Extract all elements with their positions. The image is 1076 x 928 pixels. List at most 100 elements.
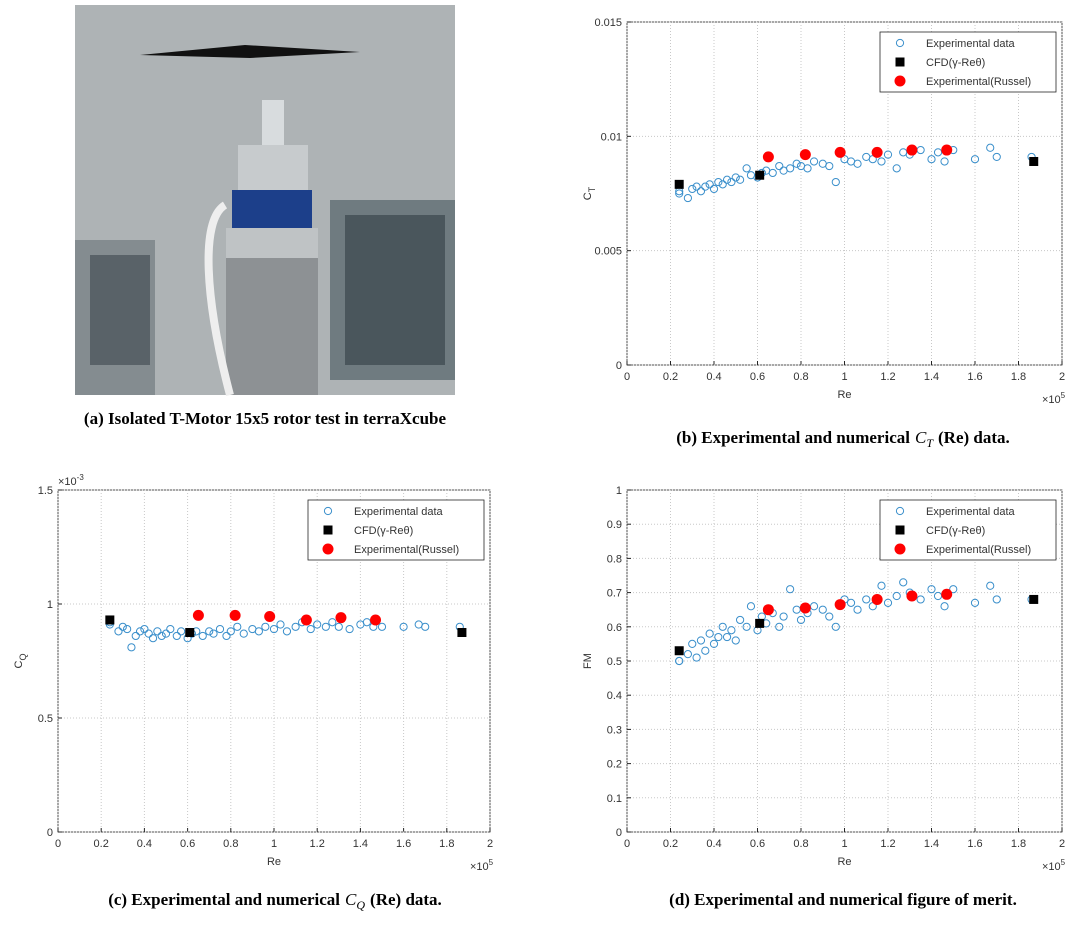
point <box>796 615 806 625</box>
x-tick-label: 0 <box>624 371 630 383</box>
point <box>421 622 430 631</box>
point <box>792 159 801 168</box>
point <box>825 161 834 171</box>
point <box>696 187 706 196</box>
x-tick-label: 2 <box>487 838 493 850</box>
point <box>768 168 777 178</box>
point <box>192 609 204 621</box>
point <box>916 595 925 604</box>
caption: (d) Experimental and numerical figure of… <box>669 890 1017 909</box>
x-tick-label: 0.8 <box>223 838 238 850</box>
legend-box <box>307 499 485 561</box>
point <box>114 627 123 636</box>
point <box>970 155 980 164</box>
legend-label: CFD(γ-Reθ) <box>926 525 985 537</box>
point <box>755 170 765 180</box>
point <box>892 591 901 601</box>
caption-text: (d) Experimental and numerical figure of… <box>669 890 1017 909</box>
x-tick-label: 1.8 <box>1011 371 1026 383</box>
point <box>166 624 175 634</box>
point <box>775 161 784 171</box>
point <box>714 177 723 187</box>
point <box>722 632 732 642</box>
y-tick-label: 0 <box>616 827 622 839</box>
point <box>986 581 995 590</box>
point <box>714 632 723 642</box>
point <box>118 622 127 631</box>
photo-caption: (a) Isolated T-Motor 15x5 rotor test in … <box>84 409 447 428</box>
y-tick-label: 1 <box>47 599 53 611</box>
legend-marker <box>895 506 905 516</box>
x-tick-label: 1.8 <box>1011 838 1026 850</box>
caption-subscript: T <box>926 436 934 450</box>
y-tick-label: 0.015 <box>594 17 622 29</box>
point <box>742 164 751 173</box>
x-tick-label: 1.4 <box>924 371 939 383</box>
point <box>226 627 235 636</box>
y-tick-label: 0.5 <box>38 713 53 725</box>
legend-marker <box>894 75 906 87</box>
legend-marker <box>895 57 905 67</box>
point <box>692 182 701 191</box>
y-axis-label-text: C <box>582 192 594 200</box>
legend-marker <box>322 543 334 555</box>
x-tick-label: 1.2 <box>880 371 895 383</box>
point <box>300 614 312 626</box>
point <box>727 626 736 635</box>
point <box>834 599 846 611</box>
point <box>883 150 893 159</box>
point <box>883 598 893 607</box>
caption-subscript: Q <box>356 898 365 912</box>
x-tick-label: 0.8 <box>793 838 808 850</box>
point <box>834 146 846 158</box>
y-axis-label: FM <box>582 653 594 669</box>
point <box>209 629 218 638</box>
x-tick-label: 1.6 <box>967 371 982 383</box>
y-tick-label: 1.5 <box>38 485 53 497</box>
point <box>803 164 812 173</box>
point <box>709 639 719 649</box>
point <box>853 159 862 168</box>
point <box>718 180 727 189</box>
point <box>254 627 263 636</box>
point <box>140 624 149 634</box>
y-tick-label: 0 <box>616 360 622 372</box>
point <box>282 627 292 636</box>
point <box>313 620 322 629</box>
point <box>688 184 697 194</box>
legend-label: CFD(γ-Reθ) <box>354 525 413 537</box>
point <box>153 627 162 636</box>
point <box>731 636 740 645</box>
point <box>261 622 270 631</box>
point <box>1029 594 1039 604</box>
caption-text: (c) Experimental and numerical <box>108 890 340 909</box>
point <box>370 614 382 626</box>
x-tick-label: 0.6 <box>180 838 195 850</box>
multiplier-base: ×10 <box>470 861 489 873</box>
caption: (b) Experimental and numerical CT (Re) dat… <box>676 428 1010 450</box>
point <box>239 629 248 638</box>
point <box>786 164 795 173</box>
y-axis-label-subscript: Q <box>18 654 28 661</box>
point <box>992 152 1001 162</box>
y-tick-label: 0 <box>47 827 53 839</box>
point <box>941 144 953 156</box>
y-tick-label: 0.4 <box>607 690 622 702</box>
x-axis-label: Re <box>837 389 851 401</box>
legend-box <box>879 31 1057 93</box>
y-axis-label: CT <box>582 186 597 200</box>
chart: 0 0.2 0.4 0.6 0.8 1 1.2 1.4 1.6 1.8 200.511.5ReCQ×… <box>13 473 494 912</box>
point <box>877 157 886 166</box>
x-tick-label: 0.8 <box>793 371 808 383</box>
x-tick-label: 0.6 <box>750 371 765 383</box>
point <box>692 653 701 662</box>
point <box>899 578 908 587</box>
point <box>185 628 195 637</box>
point <box>736 175 745 184</box>
point <box>862 595 871 604</box>
point <box>135 627 145 636</box>
x-tick-label: 1.4 <box>353 838 368 850</box>
point <box>731 173 740 182</box>
x-multiplier: ×105 <box>1042 858 1066 873</box>
point <box>399 622 408 631</box>
